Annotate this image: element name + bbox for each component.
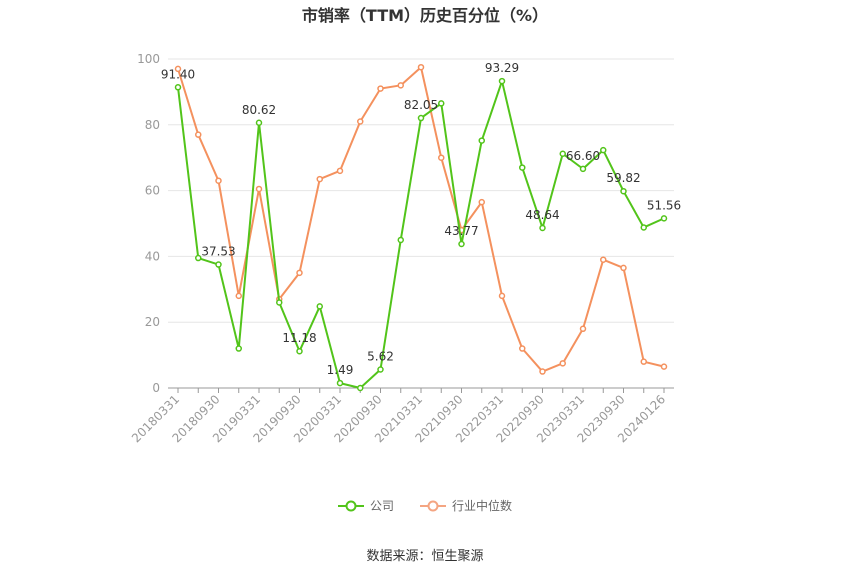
data-point: [620, 187, 627, 195]
legend-item-industry[interactable]: 行业中位数: [420, 497, 512, 514]
data-label: 37.53: [201, 245, 235, 259]
legend-line-icon: [420, 500, 446, 511]
data-label: 51.56: [647, 198, 681, 212]
data-point: [316, 175, 323, 183]
data-point: [438, 100, 445, 107]
data-point: [397, 236, 404, 244]
data-label: 59.82: [606, 171, 640, 185]
data-point: [215, 177, 222, 184]
data-point: [357, 118, 364, 125]
legend: 公司 行业中位数: [0, 497, 850, 514]
data-label: 1.49: [327, 363, 354, 377]
data-point: [539, 368, 546, 375]
data-point: [600, 256, 607, 263]
data-label: 80.62: [242, 103, 276, 117]
data-point: [336, 379, 344, 387]
data-point: [377, 366, 384, 373]
line-chart: 0204060801002018033120180930201903312019…: [129, 52, 681, 445]
data-source: 数据来源：恒生聚源: [366, 549, 484, 564]
data-label: 48.64: [525, 208, 559, 222]
data-point: [417, 114, 425, 122]
legend-label-company: 公司: [369, 499, 394, 513]
data-point: [195, 254, 202, 262]
data-label: 93.29: [485, 61, 519, 75]
data-label: 5.62: [367, 350, 394, 364]
data-point: [640, 358, 647, 365]
data-point: [397, 82, 404, 89]
data-point: [519, 164, 526, 171]
data-point: [498, 77, 506, 85]
data-point: [255, 119, 263, 127]
data-point: [357, 384, 364, 392]
data-point: [174, 84, 182, 91]
data-point: [640, 224, 647, 231]
data-label: 66.60: [566, 149, 600, 163]
data-point: [620, 264, 627, 272]
data-point: [579, 165, 587, 173]
y-tick-label: 60: [145, 184, 160, 198]
data-label: 11.18: [282, 331, 316, 345]
data-point: [559, 150, 566, 158]
legend-item-company[interactable]: 公司: [337, 497, 394, 514]
legend-line-icon: [337, 500, 364, 511]
data-point: [519, 345, 526, 352]
data-label: 43.77: [444, 224, 478, 238]
data-point: [255, 185, 263, 193]
data-point: [600, 146, 607, 154]
data-point: [195, 131, 202, 138]
data-point: [539, 224, 546, 232]
data-point: [174, 65, 182, 73]
data-point: [559, 360, 566, 367]
data-label: 91.40: [161, 67, 195, 81]
data-point: [660, 363, 668, 370]
data-point: [336, 167, 344, 175]
data-point: [316, 303, 323, 310]
data-point: [377, 85, 384, 92]
data-point: [235, 292, 242, 300]
data-point: [478, 198, 485, 206]
data-point: [478, 137, 485, 144]
chart-title: 市销率（TTM）历史百分位（%）: [301, 6, 549, 25]
data-point: [498, 292, 506, 300]
y-tick-label: 100: [137, 52, 160, 66]
data-point: [579, 325, 587, 333]
data-point: [296, 269, 303, 277]
y-tick-label: 0: [152, 381, 160, 395]
data-label: 82.05: [404, 98, 438, 112]
data-point: [458, 240, 465, 248]
data-point: [660, 215, 668, 222]
data-point: [438, 154, 445, 161]
y-tick-label: 40: [145, 249, 160, 263]
data-point: [276, 299, 283, 306]
data-point: [417, 63, 425, 71]
y-tick-label: 20: [145, 315, 160, 329]
legend-label-industry: 行业中位数: [452, 499, 513, 513]
data-point: [235, 345, 242, 352]
data-point: [215, 261, 222, 268]
y-tick-label: 80: [145, 118, 160, 132]
data-point: [296, 347, 303, 355]
